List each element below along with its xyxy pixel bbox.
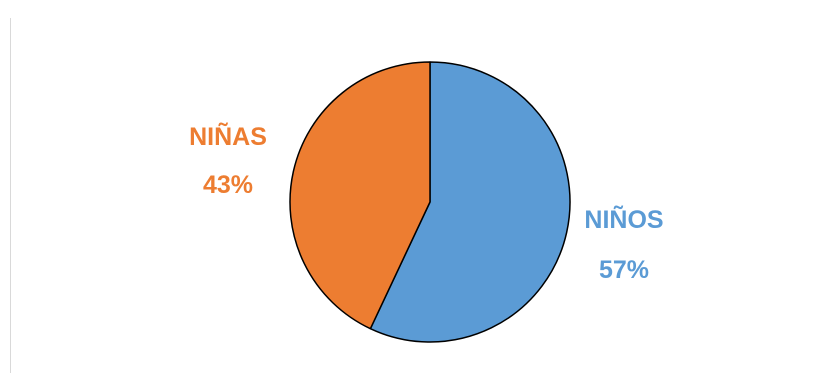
slice-category-label: NIÑAS bbox=[189, 121, 267, 151]
chart-border bbox=[10, 18, 11, 373]
slice-category-label: NIÑOS bbox=[584, 204, 663, 234]
pie-slice-ninas bbox=[289, 61, 431, 330]
slice-percent-label: 43% bbox=[203, 171, 253, 199]
slice-percent-label: 57% bbox=[599, 256, 649, 284]
pie-slice-ninos bbox=[369, 61, 571, 343]
